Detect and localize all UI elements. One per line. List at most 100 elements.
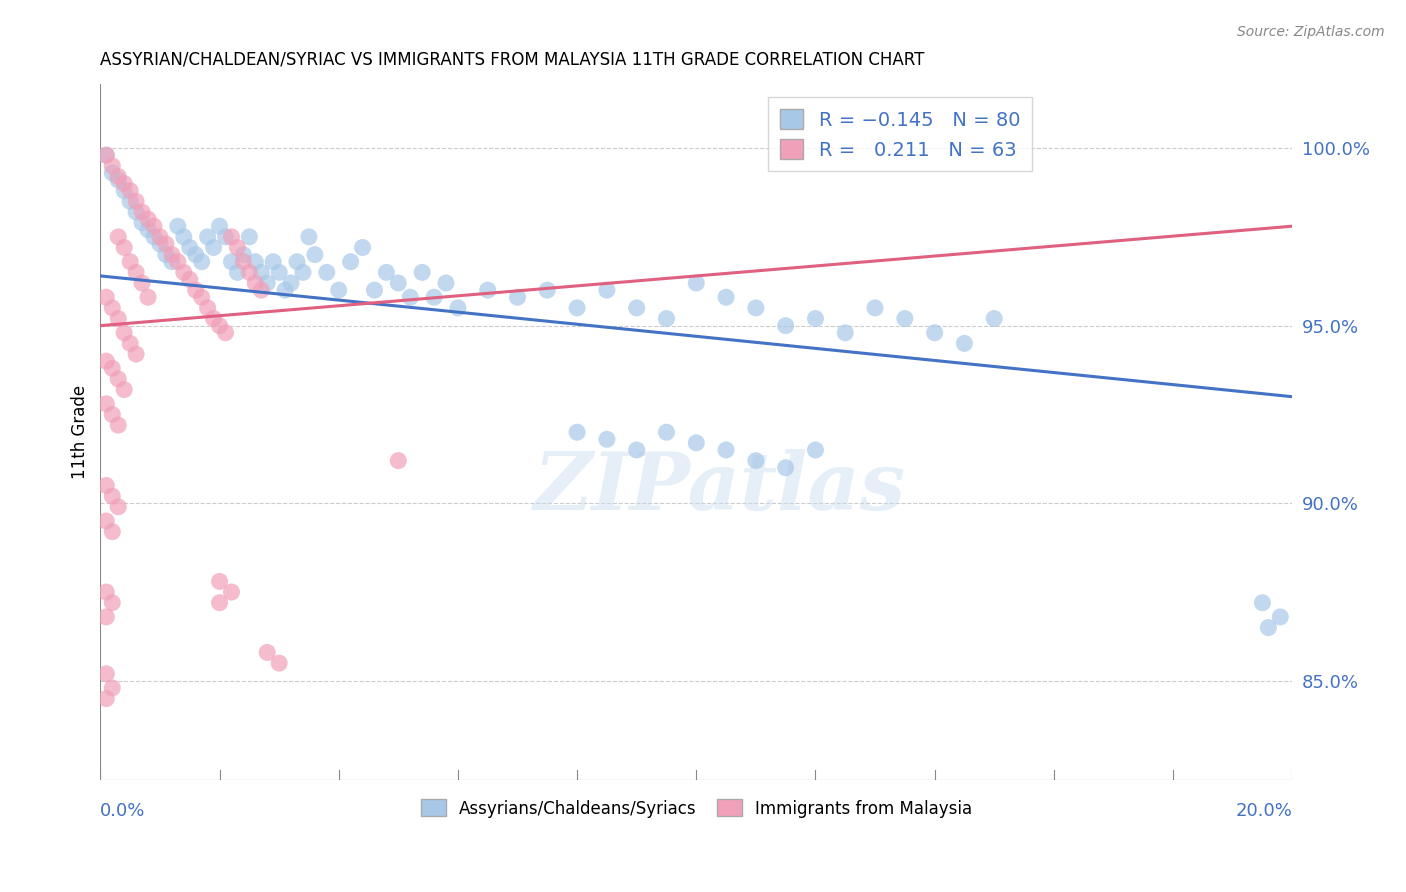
Point — [208, 574, 231, 589]
Point — [208, 318, 231, 333]
Point — [477, 283, 499, 297]
Point — [101, 301, 124, 315]
Point — [298, 230, 321, 244]
Point — [107, 372, 129, 386]
Point — [96, 691, 118, 706]
Point — [226, 265, 249, 279]
Point — [536, 283, 558, 297]
Point — [149, 236, 172, 251]
Point — [274, 283, 297, 297]
Point — [1257, 621, 1279, 635]
Point — [155, 247, 177, 261]
Point — [96, 610, 118, 624]
Point — [202, 311, 225, 326]
Point — [96, 148, 118, 162]
Point — [112, 383, 135, 397]
Point — [96, 290, 118, 304]
Point — [107, 500, 129, 514]
Text: ZIPatlas: ZIPatlas — [534, 450, 907, 526]
Point — [280, 276, 302, 290]
Point — [214, 326, 236, 340]
Point — [101, 361, 124, 376]
Point — [596, 283, 619, 297]
Text: ASSYRIAN/CHALDEAN/SYRIAC VS IMMIGRANTS FROM MALAYSIA 11TH GRADE CORRELATION CHAR: ASSYRIAN/CHALDEAN/SYRIAC VS IMMIGRANTS F… — [100, 51, 925, 69]
Point — [411, 265, 433, 279]
Point — [107, 169, 129, 184]
Point — [565, 425, 588, 440]
Point — [112, 326, 135, 340]
Point — [197, 230, 219, 244]
Point — [685, 276, 707, 290]
Point — [96, 354, 118, 368]
Legend: Assyrians/Chaldeans/Syriacs, Immigrants from Malaysia: Assyrians/Chaldeans/Syriacs, Immigrants … — [413, 793, 979, 824]
Point — [221, 585, 243, 599]
Point — [387, 276, 409, 290]
Point — [179, 240, 201, 254]
Point — [894, 311, 917, 326]
Point — [834, 326, 856, 340]
Point — [125, 347, 148, 361]
Point — [238, 230, 260, 244]
Point — [387, 453, 409, 467]
Point — [250, 283, 273, 297]
Point — [173, 265, 195, 279]
Point — [190, 290, 212, 304]
Point — [626, 442, 648, 457]
Point — [120, 184, 142, 198]
Point — [506, 290, 529, 304]
Point — [434, 276, 457, 290]
Point — [166, 254, 188, 268]
Point — [245, 254, 267, 268]
Point — [304, 247, 326, 261]
Point — [101, 159, 124, 173]
Point — [804, 311, 827, 326]
Point — [924, 326, 946, 340]
Point — [143, 219, 166, 234]
Point — [101, 166, 124, 180]
Point — [101, 681, 124, 695]
Point — [1251, 596, 1274, 610]
Point — [745, 453, 768, 467]
Point — [173, 230, 195, 244]
Point — [184, 247, 207, 261]
Point — [232, 247, 254, 261]
Point — [190, 254, 212, 268]
Point — [112, 184, 135, 198]
Point — [166, 219, 188, 234]
Point — [626, 301, 648, 315]
Point — [256, 645, 278, 659]
Point — [328, 283, 350, 297]
Point — [125, 205, 148, 219]
Point — [120, 194, 142, 209]
Point — [238, 265, 260, 279]
Point — [149, 230, 172, 244]
Point — [136, 290, 159, 304]
Text: 0.0%: 0.0% — [100, 802, 146, 820]
Point — [655, 425, 678, 440]
Point — [107, 230, 129, 244]
Point — [107, 173, 129, 187]
Point — [202, 240, 225, 254]
Point — [136, 212, 159, 227]
Point — [101, 489, 124, 503]
Point — [155, 236, 177, 251]
Point — [269, 265, 291, 279]
Point — [714, 442, 737, 457]
Point — [96, 397, 118, 411]
Point — [315, 265, 337, 279]
Point — [125, 194, 148, 209]
Point — [96, 478, 118, 492]
Point — [160, 247, 183, 261]
Point — [101, 596, 124, 610]
Point — [96, 148, 118, 162]
Point — [112, 177, 135, 191]
Point — [101, 524, 124, 539]
Point — [256, 276, 278, 290]
Point — [714, 290, 737, 304]
Point — [107, 311, 129, 326]
Point — [232, 254, 254, 268]
Point — [775, 318, 797, 333]
Point — [226, 240, 249, 254]
Point — [112, 240, 135, 254]
Point — [745, 301, 768, 315]
